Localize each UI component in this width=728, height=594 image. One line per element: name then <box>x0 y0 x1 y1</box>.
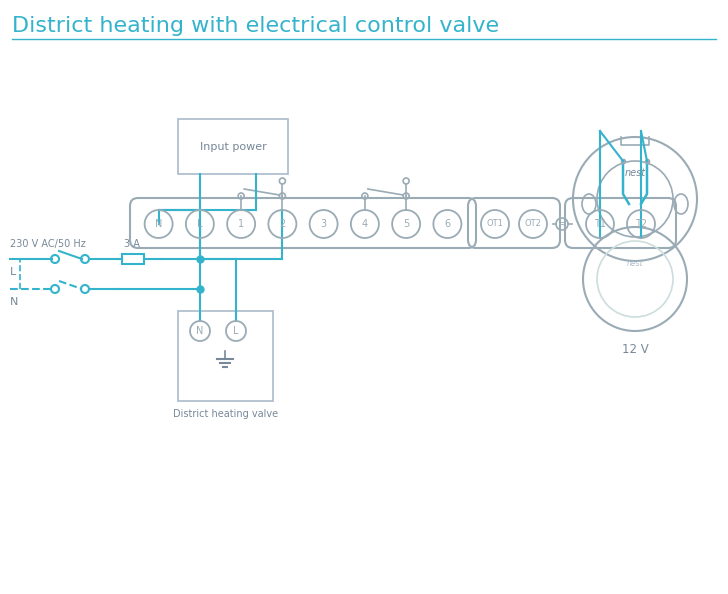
Text: District heating with electrical control valve: District heating with electrical control… <box>12 16 499 36</box>
Text: 3: 3 <box>320 219 327 229</box>
Text: 1: 1 <box>238 219 244 229</box>
Text: 6: 6 <box>444 219 451 229</box>
Bar <box>178 119 288 174</box>
Text: L: L <box>197 219 202 229</box>
Text: 4: 4 <box>362 219 368 229</box>
Text: nest: nest <box>625 168 646 178</box>
Text: Input power: Input power <box>199 141 266 151</box>
Text: N: N <box>197 326 204 336</box>
Text: OT2: OT2 <box>525 220 542 229</box>
Text: T1: T1 <box>594 219 606 229</box>
Text: 5: 5 <box>403 219 409 229</box>
Text: 2: 2 <box>280 219 285 229</box>
Text: L: L <box>10 267 16 277</box>
Text: District heating valve: District heating valve <box>173 409 278 419</box>
Bar <box>122 254 144 264</box>
Text: =: = <box>558 220 566 229</box>
Text: L: L <box>233 326 239 336</box>
Text: 230 V AC/50 Hz: 230 V AC/50 Hz <box>10 239 86 249</box>
Text: N: N <box>155 219 162 229</box>
Text: T2: T2 <box>635 219 647 229</box>
Text: N: N <box>10 297 18 307</box>
Bar <box>178 311 273 401</box>
Text: 12 V: 12 V <box>622 343 649 356</box>
Text: 3 A: 3 A <box>124 239 140 249</box>
Text: OT1: OT1 <box>486 220 504 229</box>
Text: nest: nest <box>627 258 644 267</box>
